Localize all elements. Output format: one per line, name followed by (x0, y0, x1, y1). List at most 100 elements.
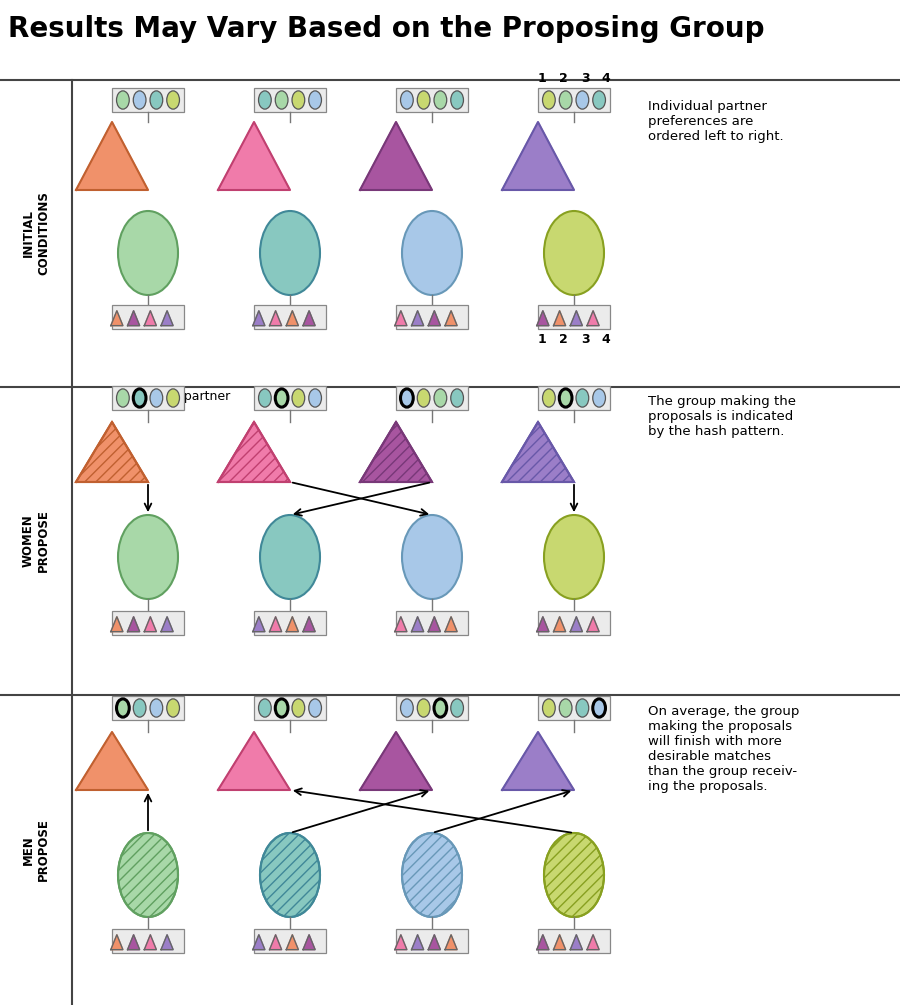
Polygon shape (144, 617, 157, 631)
Polygon shape (128, 935, 140, 950)
Ellipse shape (166, 90, 179, 110)
Ellipse shape (559, 389, 572, 407)
Polygon shape (303, 617, 315, 631)
Polygon shape (446, 935, 457, 950)
Ellipse shape (292, 389, 305, 407)
Polygon shape (218, 122, 290, 190)
Bar (112, 611, 184, 635)
Bar (112, 88, 184, 112)
Text: 2: 2 (559, 333, 567, 346)
Polygon shape (286, 617, 299, 631)
Text: 4: 4 (601, 333, 610, 346)
Polygon shape (360, 732, 432, 790)
Ellipse shape (418, 90, 430, 110)
Text: On average, the group
making the proposals
will finish with more
desirable match: On average, the group making the proposa… (648, 705, 799, 793)
Polygon shape (411, 935, 424, 950)
Text: 2: 2 (559, 72, 567, 85)
Polygon shape (76, 122, 148, 190)
Polygon shape (411, 617, 424, 631)
Polygon shape (536, 311, 549, 326)
Ellipse shape (118, 515, 178, 599)
Ellipse shape (275, 389, 288, 407)
Bar (396, 88, 468, 112)
Polygon shape (554, 617, 565, 631)
Polygon shape (111, 617, 123, 631)
Ellipse shape (593, 389, 606, 407)
Polygon shape (144, 935, 157, 950)
Polygon shape (536, 617, 549, 631)
Ellipse shape (402, 211, 462, 295)
Text: WOMEN
PROPOSE: WOMEN PROPOSE (22, 510, 50, 573)
Ellipse shape (400, 90, 413, 110)
Polygon shape (286, 311, 299, 326)
Ellipse shape (400, 698, 413, 718)
Ellipse shape (292, 90, 305, 110)
Ellipse shape (434, 389, 446, 407)
Ellipse shape (166, 389, 179, 407)
Ellipse shape (118, 211, 178, 295)
Ellipse shape (260, 833, 320, 917)
Ellipse shape (576, 698, 589, 718)
Bar (254, 88, 326, 112)
Bar (538, 305, 610, 329)
Ellipse shape (451, 90, 464, 110)
Polygon shape (161, 935, 173, 950)
Bar (396, 386, 468, 410)
Bar (254, 305, 326, 329)
Polygon shape (395, 311, 407, 326)
Ellipse shape (544, 833, 604, 917)
Ellipse shape (400, 389, 413, 407)
Polygon shape (587, 617, 599, 631)
Ellipse shape (133, 698, 146, 718)
Text: 1: 1 (537, 72, 546, 85)
Ellipse shape (544, 211, 604, 295)
Polygon shape (502, 422, 574, 482)
Bar (254, 929, 326, 953)
Ellipse shape (543, 389, 555, 407)
Polygon shape (428, 311, 440, 326)
Polygon shape (76, 422, 148, 482)
Bar (254, 696, 326, 720)
Ellipse shape (275, 698, 288, 718)
Ellipse shape (258, 389, 271, 407)
Ellipse shape (309, 389, 321, 407)
Text: Results May Vary Based on the Proposing Group: Results May Vary Based on the Proposing … (8, 15, 764, 43)
Polygon shape (303, 935, 315, 950)
Ellipse shape (292, 698, 305, 718)
Polygon shape (571, 935, 582, 950)
Bar (112, 386, 184, 410)
Text: Individual partner
preferences are
ordered left to right.: Individual partner preferences are order… (648, 100, 784, 143)
Polygon shape (554, 311, 565, 326)
Ellipse shape (451, 698, 464, 718)
Ellipse shape (559, 90, 572, 110)
Polygon shape (502, 122, 574, 190)
Text: 3: 3 (580, 333, 590, 346)
Polygon shape (270, 311, 282, 326)
Polygon shape (571, 311, 582, 326)
Bar (396, 696, 468, 720)
Polygon shape (446, 311, 457, 326)
Ellipse shape (116, 698, 130, 718)
Polygon shape (253, 617, 265, 631)
Ellipse shape (309, 698, 321, 718)
Ellipse shape (593, 90, 606, 110)
Polygon shape (571, 617, 582, 631)
Ellipse shape (593, 698, 606, 718)
Ellipse shape (418, 698, 430, 718)
Polygon shape (253, 311, 265, 326)
Text: Current partner: Current partner (133, 390, 230, 403)
Text: The group making the
proposals is indicated
by the hash pattern.: The group making the proposals is indica… (648, 395, 796, 438)
Ellipse shape (133, 90, 146, 110)
Polygon shape (218, 732, 290, 790)
Ellipse shape (434, 698, 446, 718)
Polygon shape (360, 122, 432, 190)
Polygon shape (218, 422, 290, 482)
Text: 4: 4 (601, 72, 610, 85)
Ellipse shape (418, 389, 430, 407)
Ellipse shape (133, 389, 146, 407)
Text: MEN
PROPOSE: MEN PROPOSE (22, 818, 50, 881)
Ellipse shape (576, 389, 589, 407)
Ellipse shape (402, 515, 462, 599)
Polygon shape (161, 617, 173, 631)
Text: 3: 3 (580, 72, 590, 85)
